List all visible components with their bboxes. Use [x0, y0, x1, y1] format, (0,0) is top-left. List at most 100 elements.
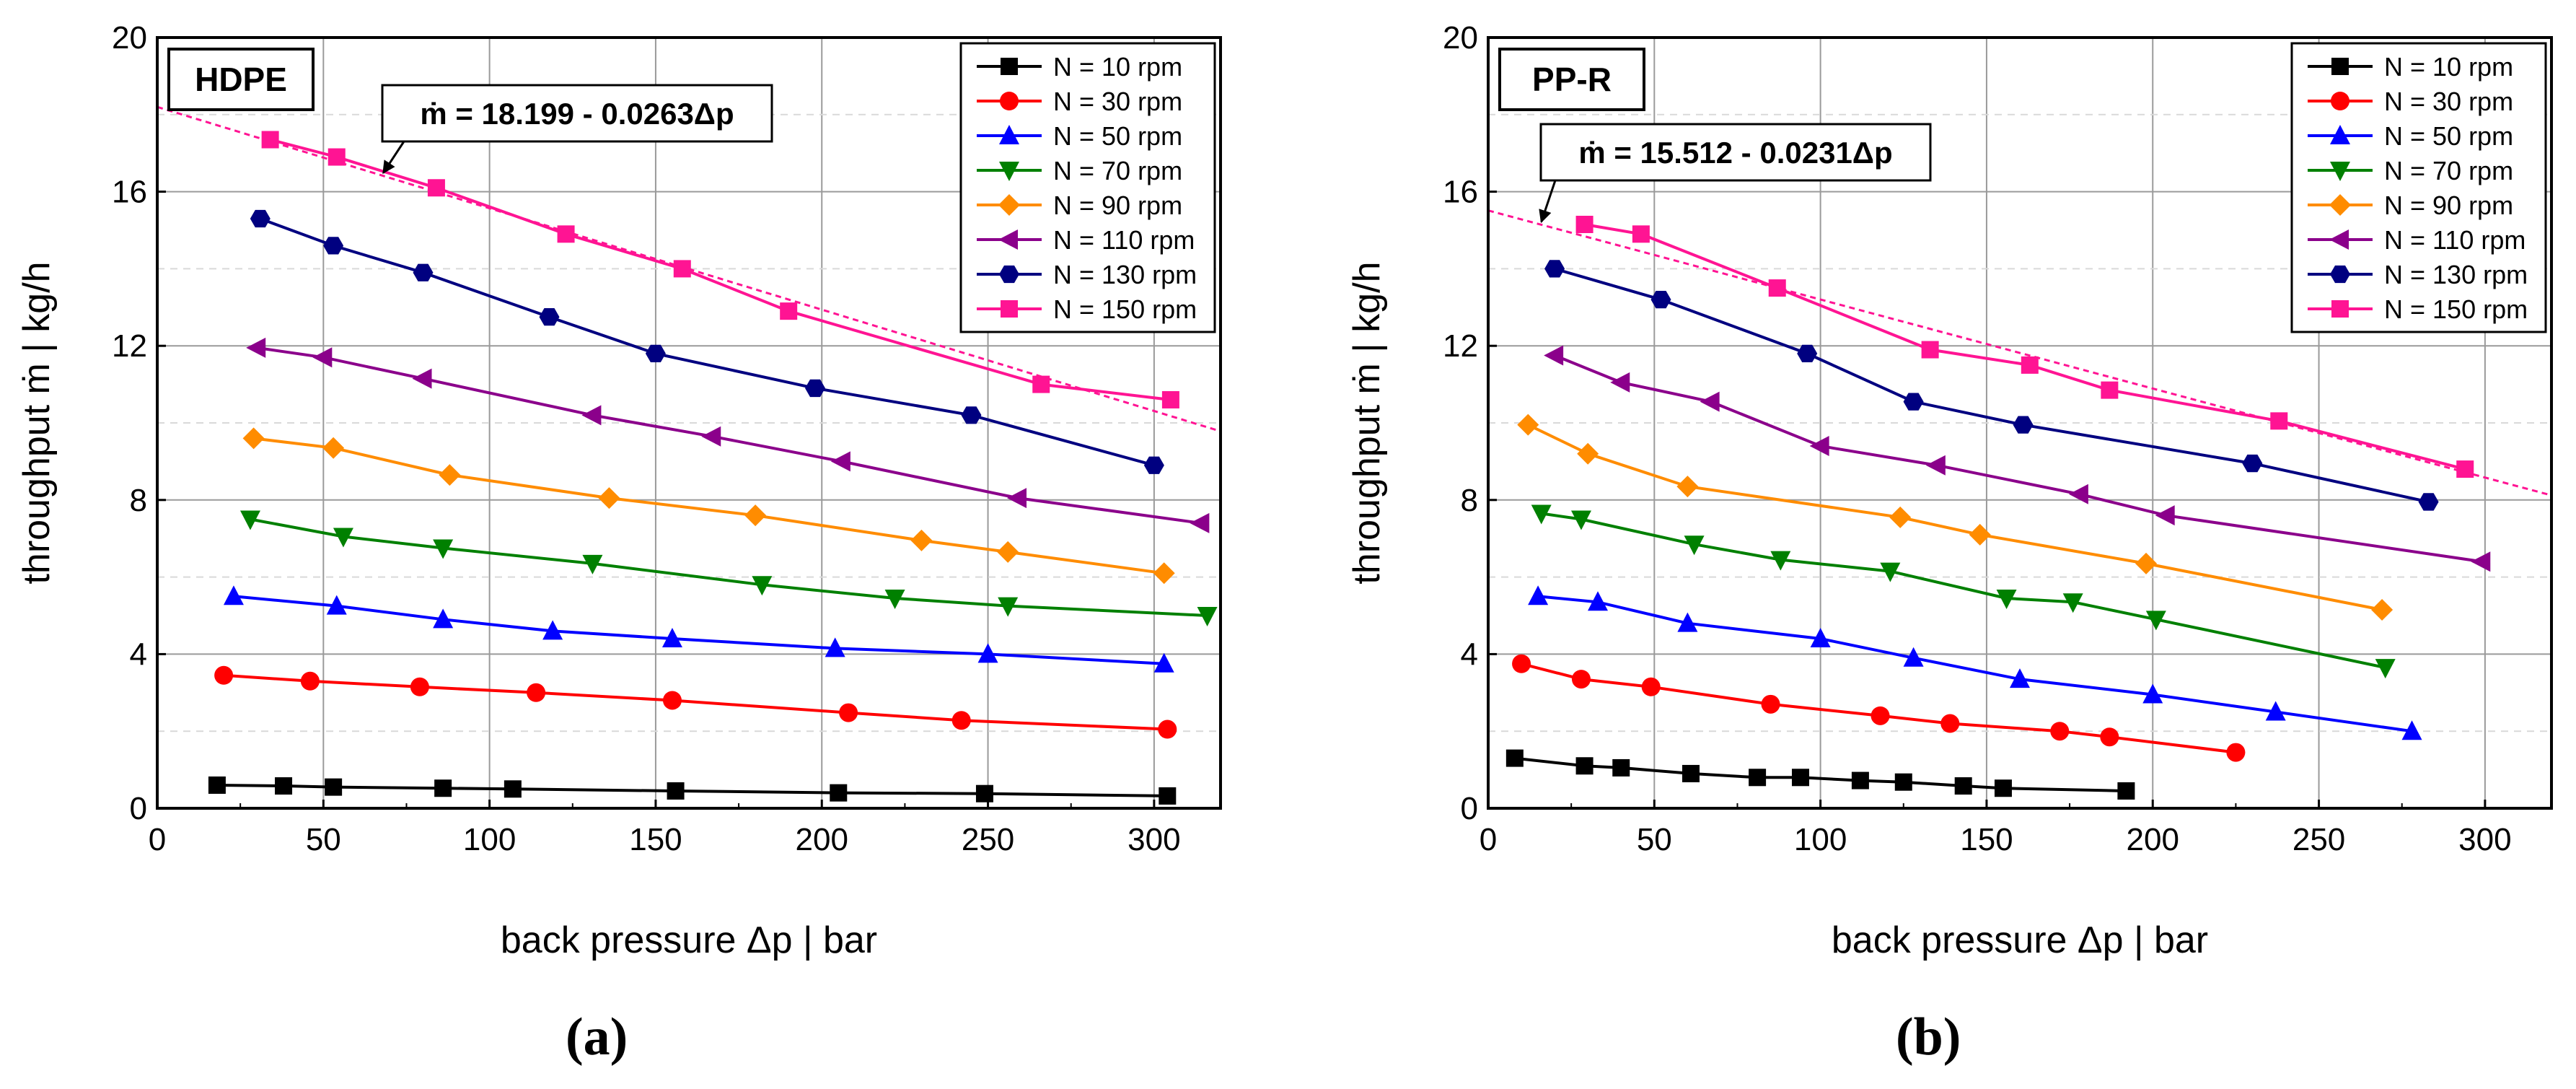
series-n-110-rpm: [246, 337, 1210, 533]
legend-marker: [999, 125, 1019, 144]
chart-panel-b: 0 50 100 150 200 250 300 0 4 8 12 16 20 back pressure…: [1346, 20, 2553, 961]
legend-label: N = 50 rpm: [2384, 121, 2513, 151]
legend-marker: [2331, 92, 2349, 110]
data-point: [328, 148, 346, 166]
data-point: [1761, 694, 1780, 714]
series-n-30-rpm: [1512, 654, 2246, 762]
data-point: [1925, 455, 1946, 476]
data-point: [1577, 442, 1599, 465]
data-point: [1007, 488, 1027, 509]
data-point: [1791, 769, 1809, 787]
plot-frame: [1487, 36, 2553, 810]
data-point: [1575, 215, 1593, 233]
data-point: [1894, 773, 1912, 791]
data-point: [1871, 706, 1890, 725]
legend-label: N = 130 rpm: [1053, 260, 1197, 289]
legend-item: N = 110 rpm: [2308, 225, 2526, 255]
legend-label: N = 110 rpm: [1053, 225, 1195, 255]
data-point: [805, 379, 825, 398]
series-group: [208, 131, 1218, 805]
data-point: [1677, 612, 1698, 632]
series-n-10-rpm: [1505, 749, 2135, 800]
data-point: [542, 620, 563, 640]
data-point: [2155, 505, 2175, 526]
data-point: [1797, 344, 1818, 362]
x-tick-label: 200: [2127, 822, 2179, 857]
data-point: [1570, 510, 1591, 530]
data-point: [1612, 758, 1630, 777]
chart-panel-a: 0 50 100 150 200 250 300 0 4 8 12 16 20 back pressure…: [16, 20, 1222, 961]
legend-marker: [1001, 58, 1018, 75]
data-point: [208, 776, 226, 794]
data-point: [910, 529, 933, 551]
data-point: [412, 368, 432, 389]
data-point: [325, 778, 343, 796]
legend-frame: [959, 42, 1216, 333]
x-tick-label: 0: [1480, 822, 1497, 857]
material-label-frame: [167, 48, 315, 111]
legend-item: N = 50 rpm: [2308, 121, 2513, 151]
data-point: [2265, 701, 2286, 721]
data-point: [977, 643, 998, 663]
series-n-70-rpm: [1531, 504, 2396, 679]
x-tick-label: 100: [1794, 822, 1847, 857]
data-point: [825, 637, 845, 657]
series-n-130-rpm: [250, 209, 1164, 474]
panel-caption-b: (b): [1896, 1007, 1961, 1067]
x-axis-label: back pressure Δp | bar: [501, 919, 877, 961]
data-point: [661, 628, 682, 648]
data-point: [830, 451, 850, 472]
legend-label: N = 130 rpm: [2384, 260, 2528, 289]
data-point: [275, 777, 293, 795]
data-point: [433, 608, 454, 629]
data-point: [2068, 484, 2088, 504]
axis-ticks: 0 50 100 150 200 250 300 0 4 8 12 16 20: [112, 20, 1181, 857]
data-point: [1632, 225, 1650, 243]
data-point: [439, 464, 461, 486]
data-point: [598, 487, 620, 509]
data-point: [951, 711, 971, 730]
data-point: [1940, 714, 1960, 733]
data-point: [1880, 562, 1901, 582]
data-point: [223, 585, 244, 605]
legend-label: N = 10 rpm: [2384, 52, 2513, 82]
x-tick-label: 50: [306, 822, 341, 857]
legend-item: N = 10 rpm: [977, 52, 1182, 82]
legend-item: N = 50 rpm: [977, 121, 1182, 151]
data-point: [645, 344, 666, 362]
data-point: [662, 691, 682, 710]
data-point: [1641, 677, 1661, 696]
data-point: [1153, 562, 1175, 585]
y-tick-label: 8: [1461, 483, 1478, 518]
data-point: [997, 541, 1019, 563]
legend-item: N = 10 rpm: [2308, 52, 2513, 82]
y-tick-label: 16: [112, 175, 147, 210]
data-point: [1588, 591, 1609, 611]
legend-label: N = 50 rpm: [1053, 121, 1182, 151]
series-n-50-rpm: [1528, 585, 2422, 740]
series-line: [253, 437, 1164, 575]
series-n-30-rpm: [214, 665, 1177, 739]
data-point: [1528, 585, 1549, 605]
y-tick-label: 4: [1461, 637, 1478, 672]
data-point: [261, 131, 279, 149]
x-tick-label: 250: [2293, 822, 2345, 857]
fit-line-group: [1488, 209, 2551, 497]
series-line: [223, 673, 1168, 731]
legend-marker: [999, 265, 1019, 284]
legend-marker: [1001, 300, 1018, 318]
series-n-10-rpm: [208, 776, 1177, 805]
data-point: [1749, 769, 1767, 787]
data-point: [1517, 414, 1539, 436]
series-n-110-rpm: [1544, 345, 2491, 572]
data-point: [1700, 391, 1720, 412]
material-label: HDPE: [195, 61, 287, 98]
series-line: [256, 346, 1201, 525]
series-line: [1541, 512, 2386, 670]
data-point: [1650, 291, 1671, 309]
material-label-frame: [1498, 48, 1645, 111]
y-tick-label: 16: [1443, 175, 1478, 210]
series-line: [270, 138, 1171, 401]
legend-marker: [2331, 58, 2349, 75]
data-point: [410, 677, 429, 696]
